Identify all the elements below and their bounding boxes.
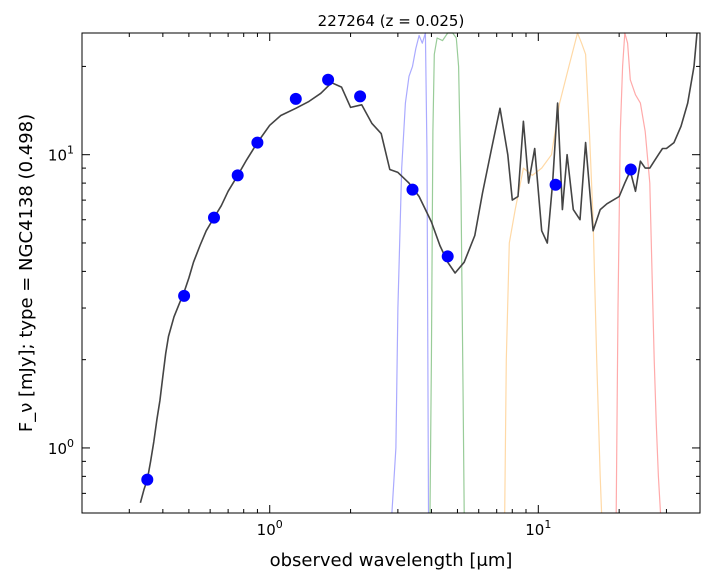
data-point	[208, 211, 220, 224]
data-point	[441, 250, 454, 263]
data-point	[549, 178, 562, 191]
data-point	[406, 183, 419, 196]
filter-curve-3	[429, 32, 465, 514]
y-axis-title: F_ν [mJy]; type = NGC4138 (0.498)	[16, 114, 37, 432]
y-tick-label: 101	[48, 144, 74, 165]
data-point	[231, 169, 244, 182]
data-point	[178, 289, 191, 302]
filter-curve-4	[504, 32, 603, 514]
template-curve	[139, 32, 698, 504]
axis-ticks	[81, 33, 701, 514]
data-point	[322, 73, 335, 86]
template-sed-line	[139, 32, 698, 504]
filter-curve-5	[615, 32, 662, 514]
chart-title: 227264 (z = 0.025)	[318, 12, 465, 30]
x-axis-title: observed wavelength [μm]	[270, 550, 513, 571]
data-point	[251, 136, 264, 149]
data-point	[354, 90, 367, 103]
data-point	[624, 163, 637, 176]
filter-curve-2	[391, 32, 430, 514]
data-point	[141, 473, 154, 486]
x-tick-label: 101	[525, 518, 551, 539]
data-point	[289, 92, 302, 105]
filter-curves	[391, 32, 662, 514]
plot-frame	[81, 32, 701, 514]
photometry-points	[141, 73, 637, 486]
axis-tick-labels: 100 101 100 101	[48, 144, 551, 539]
x-tick-label: 100	[257, 518, 283, 539]
y-tick-label: 100	[48, 437, 74, 458]
